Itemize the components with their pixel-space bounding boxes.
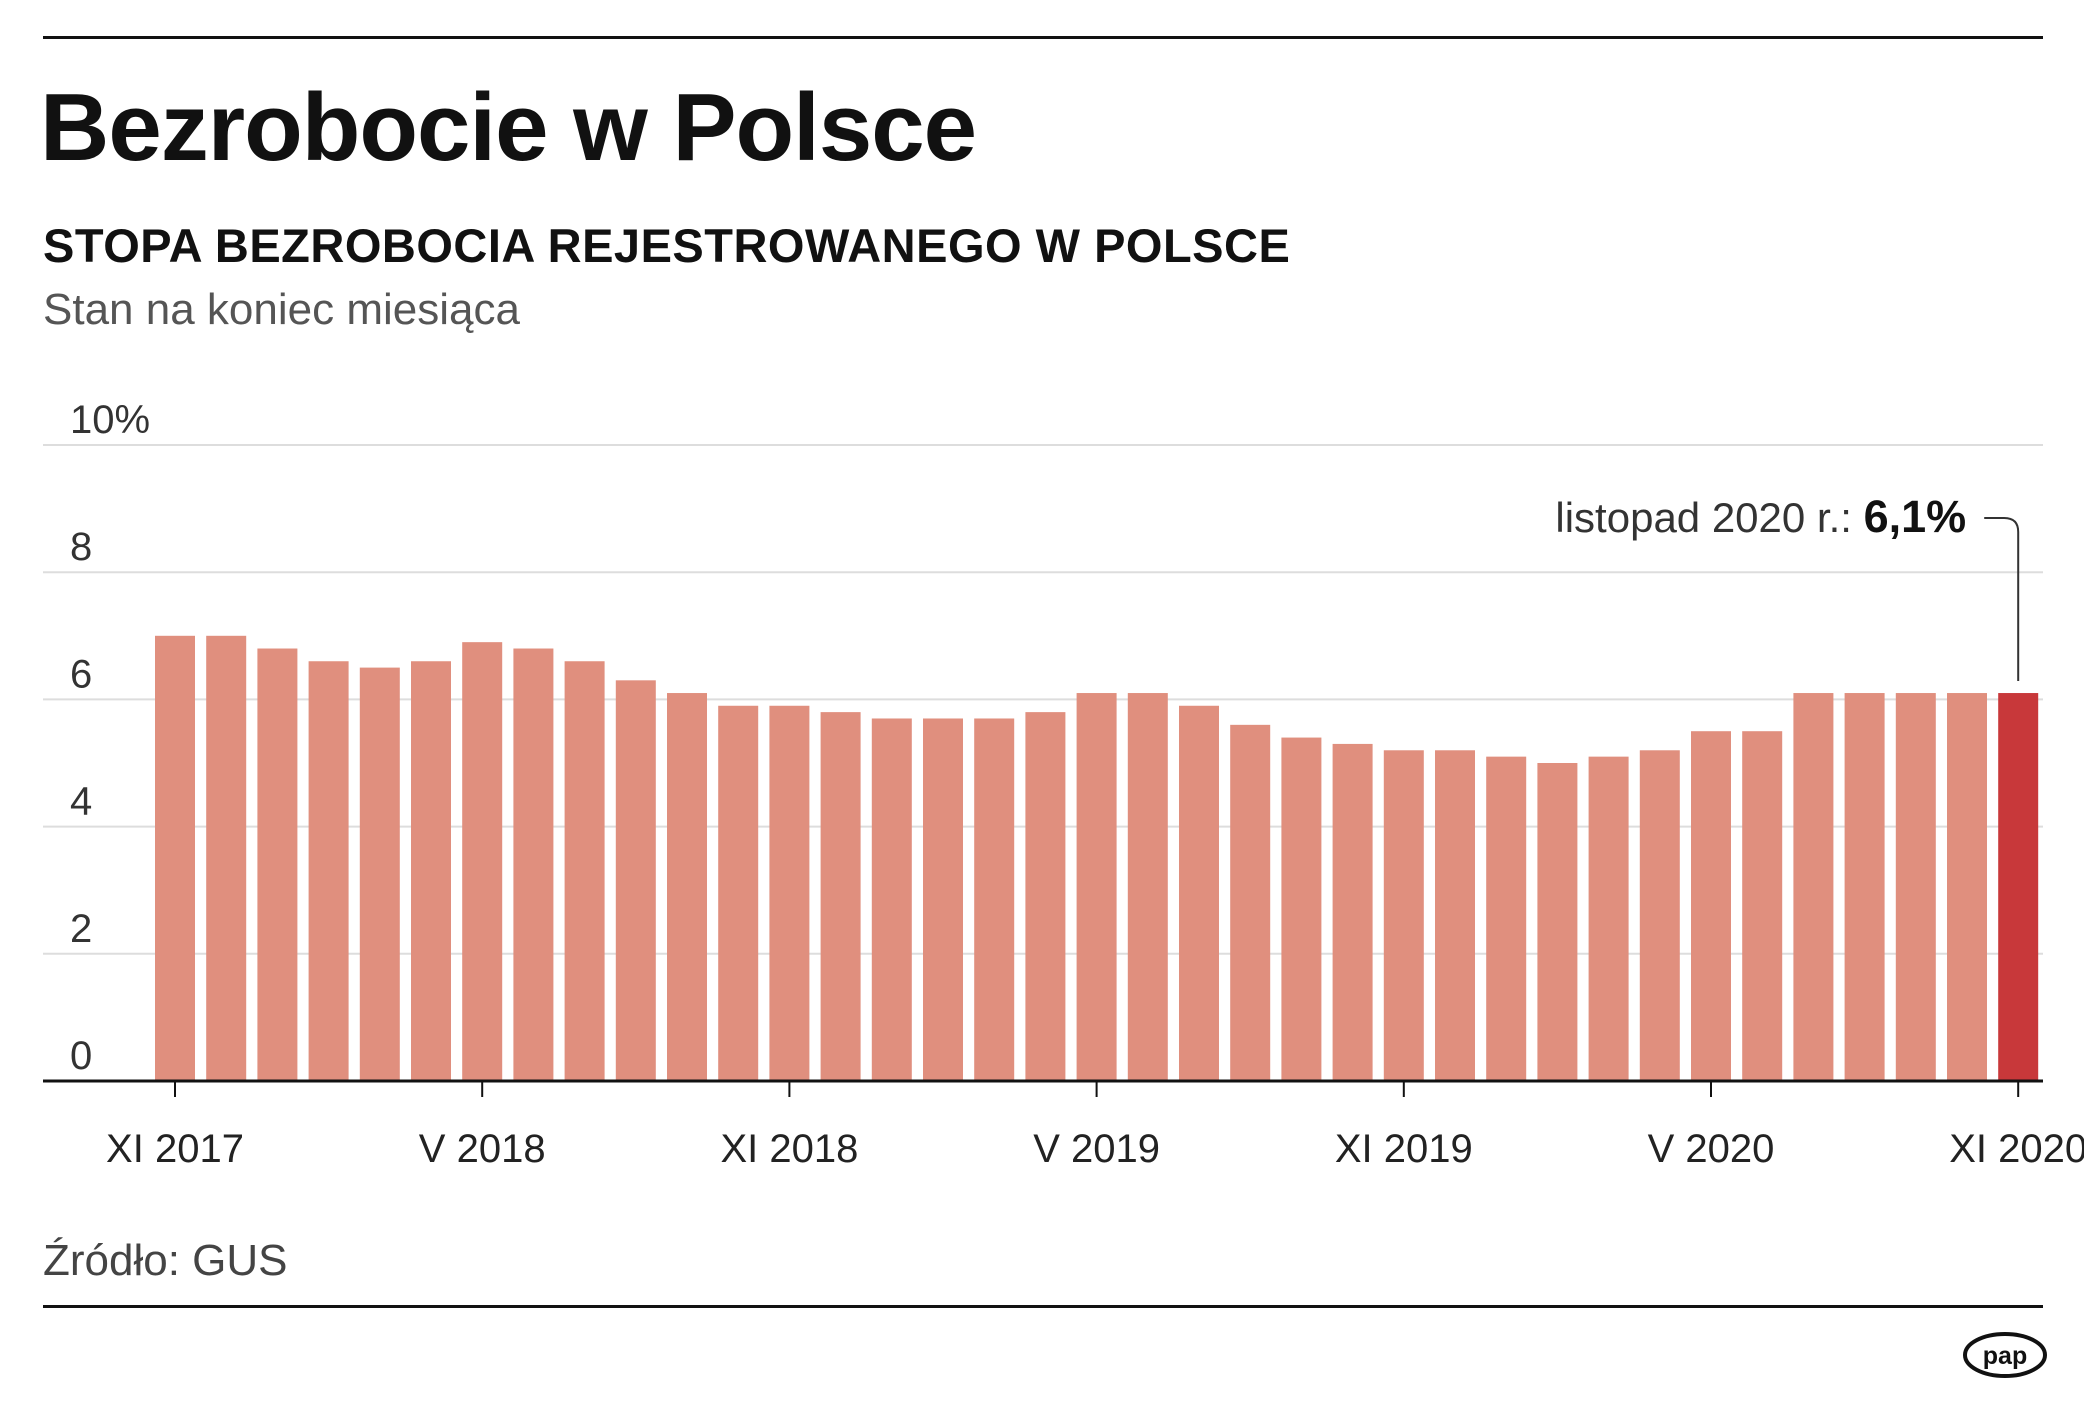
bar (1588, 756, 1629, 1081)
bar (206, 635, 247, 1081)
pap-logo: pap (1963, 1332, 2047, 1378)
bar-chart: 0 2 4 6 8 10% XI 2017 V 2018 XI 2018 V 2019 XI 201… (43, 398, 2084, 1171)
bar (1076, 693, 1117, 1081)
bar (1281, 737, 1322, 1081)
bar (1435, 750, 1475, 1081)
bar (359, 667, 400, 1081)
chart-subtitle: STOPA BEZROBOCIA REJESTROWANEGO W POLSCE (43, 219, 1291, 272)
y-tick-label: 4 (70, 780, 92, 824)
annotation-leader-line (1984, 517, 2020, 682)
bar (1639, 750, 1680, 1081)
bar (1537, 763, 1578, 1081)
y-tick-label: 10% (70, 398, 150, 442)
bar (1486, 756, 1527, 1081)
top-rule (43, 36, 2043, 39)
bar (1947, 693, 1987, 1081)
y-tick-label: 0 (70, 1034, 92, 1078)
x-tick-label: XI 2019 (1335, 1127, 1473, 1171)
chart-title: Bezrobocie w Polsce (40, 74, 977, 181)
annotation-label: listopad 2020 r.: (1555, 494, 1863, 541)
bar-highlight (1998, 693, 2039, 1081)
bar (1691, 731, 1731, 1081)
chart-note: Stan na koniec miesiąca (43, 285, 520, 334)
bar (155, 635, 195, 1081)
x-tick-label: V 2018 (419, 1127, 546, 1171)
x-tick-label: XI 2020 (1949, 1127, 2084, 1171)
bar (513, 648, 554, 1081)
annotation: listopad 2020 r.: 6,1% (1555, 491, 1966, 542)
bar (974, 718, 1015, 1081)
source-note: Źródło: GUS (43, 1236, 288, 1285)
x-tick-label: XI 2017 (106, 1127, 244, 1171)
bar (1895, 693, 1936, 1081)
bar (667, 693, 707, 1081)
y-tick-label: 8 (70, 525, 92, 569)
bar (1127, 693, 1168, 1081)
x-tick-label: XI 2018 (720, 1127, 858, 1171)
bar (1230, 724, 1271, 1081)
bar (1179, 705, 1219, 1081)
y-tick-label: 6 (70, 652, 92, 696)
bottom-rule (43, 1305, 2043, 1308)
bar (769, 705, 810, 1081)
bar (718, 705, 759, 1081)
x-tick-label: V 2019 (1033, 1127, 1160, 1171)
bar (1383, 750, 1424, 1081)
pap-logo-text: pap (1983, 1342, 2027, 1370)
bar (1793, 693, 1834, 1081)
bar (615, 680, 656, 1081)
bar (820, 712, 861, 1081)
annotation-value: 6,1% (1864, 491, 1967, 542)
x-tick-label: V 2020 (1648, 1127, 1775, 1171)
bar (411, 661, 451, 1081)
bar (1742, 731, 1783, 1081)
bar (871, 718, 912, 1081)
bar (308, 661, 349, 1081)
bar (564, 661, 605, 1081)
bar (923, 718, 963, 1081)
y-tick-label: 2 (70, 907, 92, 951)
bar (462, 642, 503, 1081)
bar (1332, 743, 1373, 1081)
bar (257, 648, 298, 1081)
bar (1844, 693, 1885, 1081)
bar (1025, 712, 1066, 1081)
